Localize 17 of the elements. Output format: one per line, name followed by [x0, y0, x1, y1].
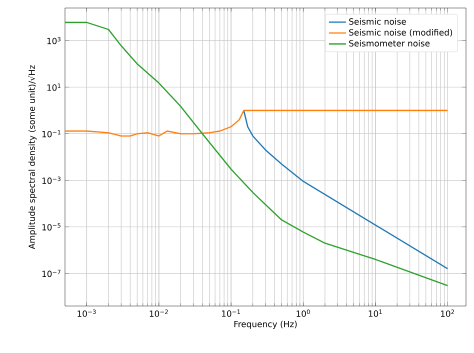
y-tick-label: 10$^{−7}$ — [42, 270, 60, 278]
x-axis-title: Frequency (Hz) — [234, 320, 297, 329]
legend-label: Seismic noise — [349, 18, 406, 25]
x-tick-label: 10$^{2}$ — [440, 310, 454, 317]
x-tick-label: 10$^{1}$ — [368, 310, 382, 317]
x-tick-label: 10$^{−2}$ — [150, 310, 168, 317]
y-tick-label: 10$^{1}$ — [47, 84, 60, 91]
y-tick-label: 10$^{−5}$ — [42, 223, 60, 230]
x-tick-label: 10$^{0}$ — [296, 310, 310, 317]
y-tick-label: 10$^{3}$ — [47, 36, 61, 44]
y-tick-label: 10$^{−3}$ — [42, 176, 61, 184]
x-tick-label: 10$^{−3}$ — [78, 310, 96, 317]
x-tick-label: 10$^{−1}$ — [222, 310, 240, 317]
y-axis-title: Amplitude spectral density (some unit)/√Hz — [28, 65, 37, 250]
y-tick-label: 10$^{−1}$ — [42, 130, 60, 138]
legend-label: Seismometer noise — [349, 40, 430, 47]
legend-label: Seismic noise (modified) — [349, 29, 452, 37]
